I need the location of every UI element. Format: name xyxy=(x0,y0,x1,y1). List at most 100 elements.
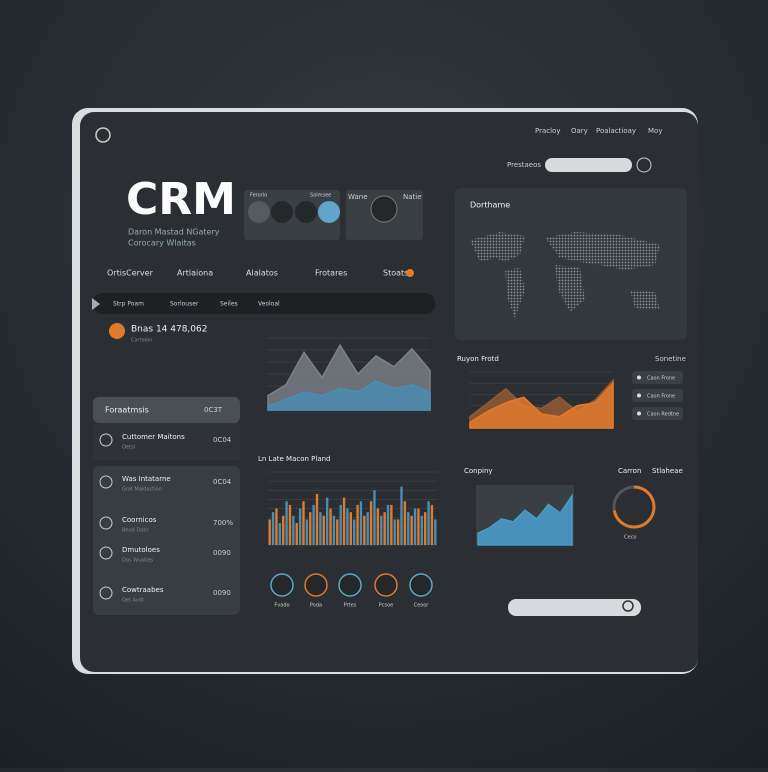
list-icon xyxy=(99,546,113,560)
nav-item[interactable]: Poalactioay xyxy=(596,127,636,135)
area-series xyxy=(477,493,573,546)
bar xyxy=(329,508,332,545)
chart-title: Conpiny xyxy=(464,467,493,475)
bar xyxy=(292,515,295,545)
bar xyxy=(346,508,349,545)
subtitle: Daron Mastad NGatery xyxy=(128,228,220,237)
list-row xyxy=(93,423,240,460)
bar xyxy=(383,512,386,545)
list-header xyxy=(93,397,240,423)
bar xyxy=(427,501,430,545)
tab[interactable]: OrtisCerver xyxy=(107,269,154,278)
bar xyxy=(298,508,302,545)
list-item-title[interactable]: Cowtraabes xyxy=(122,586,164,594)
bar xyxy=(342,497,346,545)
bar xyxy=(420,515,423,545)
bar xyxy=(396,519,400,545)
list-item-title[interactable]: Cuttomer Maitons xyxy=(122,433,185,441)
nav-item[interactable]: Pracloy xyxy=(535,127,560,135)
legend-dot xyxy=(637,375,641,380)
search-box[interactable] xyxy=(545,158,632,172)
bar xyxy=(363,515,366,545)
filter[interactable]: Veoloal xyxy=(258,301,280,308)
bar xyxy=(315,493,319,545)
action-button[interactable] xyxy=(270,573,294,597)
icon xyxy=(248,201,270,223)
bar xyxy=(410,515,413,545)
action-label[interactable]: Pcsoe xyxy=(379,603,394,609)
filter-bar xyxy=(93,293,435,314)
filter[interactable]: Sorlouser xyxy=(170,301,199,308)
chart-title: Ruyon Frotd xyxy=(457,355,499,363)
bar xyxy=(336,519,339,545)
list-value: 0C3T xyxy=(204,406,223,414)
search-icon[interactable] xyxy=(622,600,634,612)
nav-item[interactable]: Oary xyxy=(571,127,588,135)
list-title: Foraatmsis xyxy=(105,406,149,415)
play-icon[interactable] xyxy=(92,298,100,310)
action-button[interactable] xyxy=(338,573,362,597)
list-item-value: 0090 xyxy=(213,549,231,557)
area-series xyxy=(267,380,431,411)
list-item-title[interactable]: Dmutoloes xyxy=(122,546,160,554)
filter[interactable]: Strp Poam xyxy=(113,301,144,308)
widget-label: Ferorio xyxy=(250,193,267,199)
area-series xyxy=(469,381,614,429)
list-item-title[interactable]: Was Intatarne xyxy=(122,475,171,483)
nav-item[interactable]: Moy xyxy=(648,127,662,135)
bar xyxy=(434,519,437,545)
chart-title: Ln Late Macon Pland xyxy=(258,455,331,463)
bar xyxy=(413,508,417,545)
bar xyxy=(403,501,407,545)
tab-dot xyxy=(406,269,414,277)
list-item-subtitle: Grat Maldastion xyxy=(122,487,162,493)
icon xyxy=(370,195,398,223)
widget-label: Salmsee xyxy=(310,193,331,199)
icon xyxy=(271,201,293,223)
action-label[interactable]: Poda xyxy=(310,603,322,609)
bar xyxy=(407,512,410,545)
bar xyxy=(278,523,282,545)
donut-label: Carron xyxy=(618,467,641,475)
subtitle: Corocary Wlaitas xyxy=(128,239,196,248)
list-panel xyxy=(93,466,240,615)
bar xyxy=(376,508,380,545)
filter[interactable]: Seiles xyxy=(220,301,238,308)
tab[interactable]: Frotares xyxy=(315,269,347,278)
bar xyxy=(359,501,363,545)
bar xyxy=(309,512,312,545)
icon xyxy=(295,201,317,223)
bar xyxy=(386,504,390,545)
bar xyxy=(369,501,373,545)
tab[interactable]: Artlaiona xyxy=(177,269,213,278)
bar xyxy=(353,519,356,545)
bar xyxy=(356,504,359,545)
list-item-subtitle: Dos Wuaties xyxy=(122,558,154,564)
world-map xyxy=(470,232,660,318)
bar xyxy=(288,504,292,545)
list-item-title[interactable]: Coornicos xyxy=(122,516,157,524)
list-icon xyxy=(99,433,113,447)
action-label[interactable]: Ceoor xyxy=(414,603,430,609)
tab[interactable]: Stoats xyxy=(383,269,408,278)
title: CRM xyxy=(126,174,236,225)
action-button[interactable] xyxy=(304,573,328,597)
search-label: Prestaeos xyxy=(507,161,541,169)
bar xyxy=(393,519,396,545)
bar xyxy=(302,501,305,545)
search-button[interactable] xyxy=(636,157,652,173)
action-button[interactable] xyxy=(374,573,398,597)
action-button[interactable] xyxy=(409,573,433,597)
bar xyxy=(285,501,288,545)
action-label[interactable]: Prtes xyxy=(344,603,357,609)
bar xyxy=(423,512,427,545)
action-label[interactable]: Fvado xyxy=(274,603,289,609)
list-item-value: 0090 xyxy=(213,589,231,597)
bottom-search[interactable] xyxy=(508,599,641,616)
bar xyxy=(417,508,420,545)
legend-item xyxy=(632,371,683,384)
bar xyxy=(322,515,325,545)
tab[interactable]: Alalatos xyxy=(246,269,278,278)
